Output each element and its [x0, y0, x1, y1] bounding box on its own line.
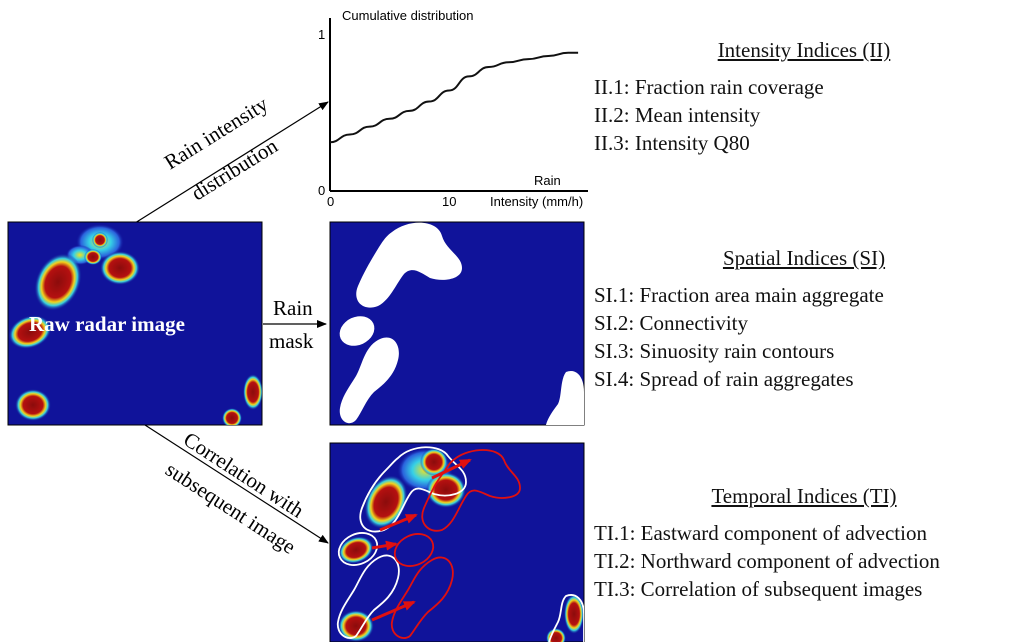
raw-radar-label: Raw radar image: [29, 312, 185, 336]
mask-region-corner: [545, 371, 584, 425]
chart-title: Cumulative distribution: [342, 8, 474, 23]
intensity-index-item: II.2: Mean intensity: [594, 103, 761, 127]
raw-radar-image: Raw radar image: [7, 221, 263, 426]
spatial-indices-heading: Spatial Indices (SI): [722, 246, 886, 270]
intensity-indices-heading: Intensity Indices (II): [717, 38, 891, 62]
advection-arrow-4: [371, 600, 416, 622]
rain-mask-arrow: Rain mask: [263, 296, 327, 353]
rain-mask-label-line2: mask: [269, 329, 314, 353]
cdf-curve: [329, 51, 579, 144]
cumulative-distribution-chart: Cumulative distribution 1 0 0 10 Rain In…: [318, 8, 588, 209]
intensity-indices-panel: Intensity Indices (II) II.1: Fraction ra…: [594, 38, 1014, 157]
chart-x-tick-0: 0: [327, 194, 334, 209]
rain-mask-label-line1: Rain: [273, 296, 313, 320]
advection-arrow-2: [379, 513, 418, 532]
chart-y-tick-1: 1: [318, 27, 325, 42]
advection-arrow-1: [431, 458, 472, 480]
spatial-index-item: SI.4: Spread of rain aggregates: [594, 367, 854, 391]
temporal-index-item: TI.1: Eastward component of advection: [594, 521, 927, 545]
correlation-arrow: Correlation with subsequent image: [144, 424, 329, 559]
mask-region-upper: [356, 222, 462, 308]
chart-x-label-line2: Intensity (mm/h): [490, 194, 583, 209]
temporal-index-item: TI.3: Correlation of subsequent images: [594, 577, 923, 601]
temporal-correlation-image: [329, 442, 585, 642]
chart-y-tick-0: 0: [318, 183, 325, 198]
advection-arrow-3: [371, 540, 398, 551]
mask-region-lower: [339, 337, 399, 424]
spatial-index-item: SI.1: Fraction area main aggregate: [594, 283, 884, 307]
spatial-index-item: SI.2: Connectivity: [594, 311, 748, 335]
current-rain-contours: [336, 446, 584, 642]
temporal-indices-panel: Temporal Indices (TI) TI.1: Eastward com…: [594, 484, 1014, 603]
advection-arrows: [371, 458, 472, 622]
spatial-indices-panel: Spatial Indices (SI) SI.1: Fraction area…: [594, 246, 1014, 393]
mask-region-left: [339, 316, 375, 346]
rain-mask-image: [329, 221, 585, 426]
chart-x-tick-10: 10: [442, 194, 456, 209]
intensity-index-item: II.3: Intensity Q80: [594, 131, 750, 155]
rain-intensity-arrow: Rain intensity distribution: [134, 91, 329, 224]
spatial-index-item: SI.3: Sinuosity rain contours: [594, 339, 835, 363]
intensity-index-item: II.1: Fraction rain coverage: [594, 75, 824, 99]
subsequent-rain-contours: [390, 449, 521, 639]
temporal-indices-heading: Temporal Indices (TI): [711, 484, 897, 508]
temporal-index-item: TI.2: Northward component of advection: [594, 549, 940, 573]
chart-x-label-line1: Rain: [534, 173, 561, 188]
